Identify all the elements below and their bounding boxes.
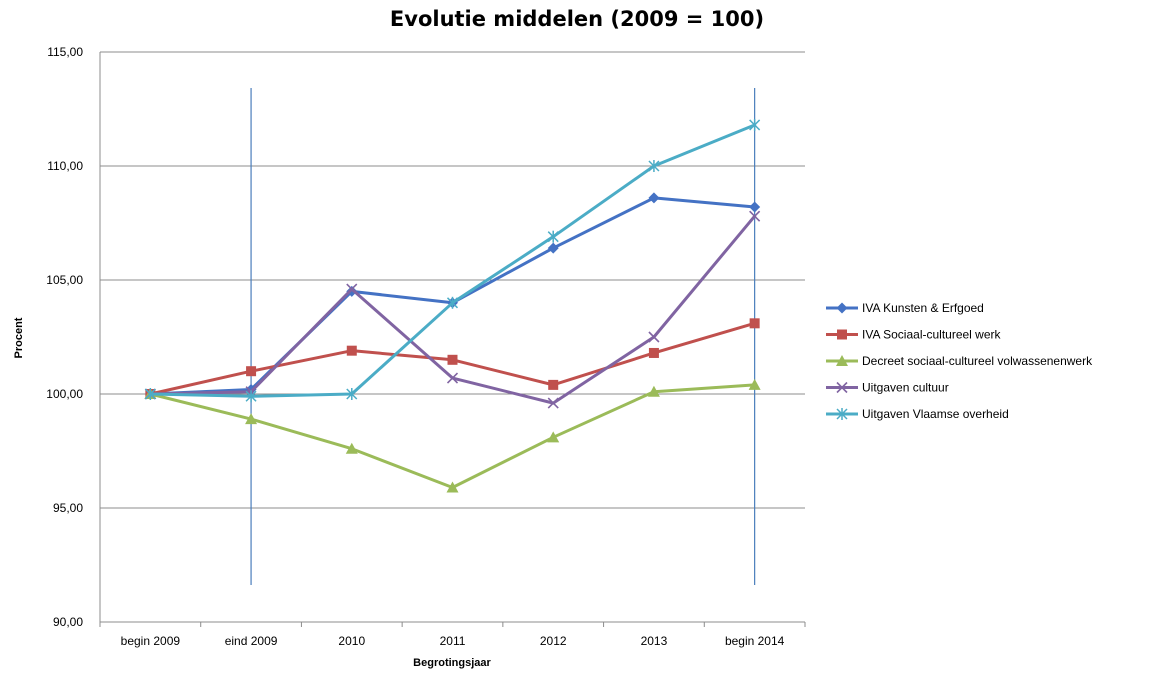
legend-marker [836, 355, 848, 366]
data-point [547, 242, 559, 254]
legend-item-uitgaven-vlaamse-overheid: Uitgaven Vlaamse overheid [826, 407, 1009, 421]
data-point [748, 378, 761, 390]
data-point [749, 201, 761, 213]
x-axis: begin 2009 eind 2009 2010 2011 2012 2013 begin… [99, 621, 806, 648]
data-point [346, 285, 358, 297]
chart-title: Evolutie middelen (2009 = 100) [390, 7, 764, 31]
data-point [547, 230, 559, 243]
data-point [446, 481, 459, 493]
data-point [346, 388, 358, 400]
data-point [647, 385, 660, 397]
legend-item-iva-kunsten-erfgoed: IVA Kunsten & Erfgoed [826, 301, 984, 315]
data-point [245, 390, 257, 403]
legend-label: IVA Sociaal-cultureel werk [862, 328, 1002, 342]
series-uitgaven-cultuur [144, 210, 761, 409]
data-point [548, 379, 559, 390]
vertical-markers [250, 88, 756, 585]
data-point [346, 283, 358, 295]
legend-marker [837, 329, 847, 340]
data-point [648, 331, 660, 343]
y-tick-label: 115,00 [47, 45, 83, 59]
legend-item-uitgaven-cultuur: Uitgaven cultuur [826, 381, 949, 395]
series-iva-kunsten-erfgoed [144, 192, 761, 400]
legend-marker [836, 302, 848, 314]
y-tick-label: 105,00 [46, 273, 83, 287]
x-tick-label: eind 2009 [225, 634, 278, 648]
data-point [246, 366, 257, 377]
legend-item-iva-sociaal-cultureel-werk: IVA Sociaal-cultureel werk [826, 328, 1002, 342]
legend-label: Uitgaven Vlaamse overheid [862, 407, 1009, 421]
legend-item-decreet-sociaal-cultureel-volwassenenwerk: Decreet sociaal-cultureel volwassenenwer… [826, 354, 1093, 368]
series-iva-sociaal-cultureel-werk [145, 318, 760, 399]
data-point [446, 372, 459, 384]
data-point [648, 192, 660, 204]
legend-marker [836, 381, 848, 394]
legend-marker [836, 408, 848, 420]
data-point [144, 388, 156, 400]
y-axis: 90,00 95,00 100,00 105,00 110,00 115,00 [46, 45, 101, 629]
series-uitgaven-vlaamse-overheid [144, 118, 761, 403]
data-point [447, 354, 458, 365]
data-point [749, 210, 761, 222]
data-point [749, 118, 761, 131]
data-point [749, 318, 760, 329]
y-tick-label: 100,00 [46, 387, 83, 401]
x-tick-label: 2011 [440, 634, 466, 648]
data-point [346, 345, 357, 356]
legend-label: Decreet sociaal-cultureel volwassenenwer… [862, 354, 1093, 368]
data-point [648, 347, 659, 358]
y-tick-label: 110,00 [47, 159, 83, 173]
data-point [547, 397, 559, 409]
x-axis-title: Begrotingsjaar [413, 657, 491, 669]
x-tick-label: begin 2009 [121, 634, 181, 648]
x-tick-label: 2010 [338, 634, 365, 648]
gridlines [100, 51, 805, 623]
series [144, 118, 761, 493]
legend-label: Uitgaven cultuur [862, 381, 949, 395]
data-point [648, 160, 660, 172]
y-axis-title: Procent [13, 317, 25, 358]
legend: IVA Kunsten & Erfgoed IVA Sociaal-culture… [826, 301, 1093, 421]
data-point [547, 431, 560, 443]
y-tick-label: 90,00 [53, 615, 83, 629]
y-tick-label: 95,00 [53, 501, 83, 515]
series-line-uitgaven-cultuur [148, 214, 757, 405]
series-decreet-sociaal-cultureel-volwassenenwerk [144, 378, 761, 493]
legend-label: IVA Kunsten & Erfgoed [862, 301, 984, 315]
x-tick-label: 2012 [540, 634, 567, 648]
x-tick-label: begin 2014 [725, 634, 785, 648]
data-point [245, 413, 258, 425]
series-line-decreet-sociaal-cultureel-volwassenenwerk [148, 383, 757, 489]
data-point [446, 296, 459, 309]
x-tick-label: 2013 [641, 634, 668, 648]
data-point [345, 442, 358, 454]
